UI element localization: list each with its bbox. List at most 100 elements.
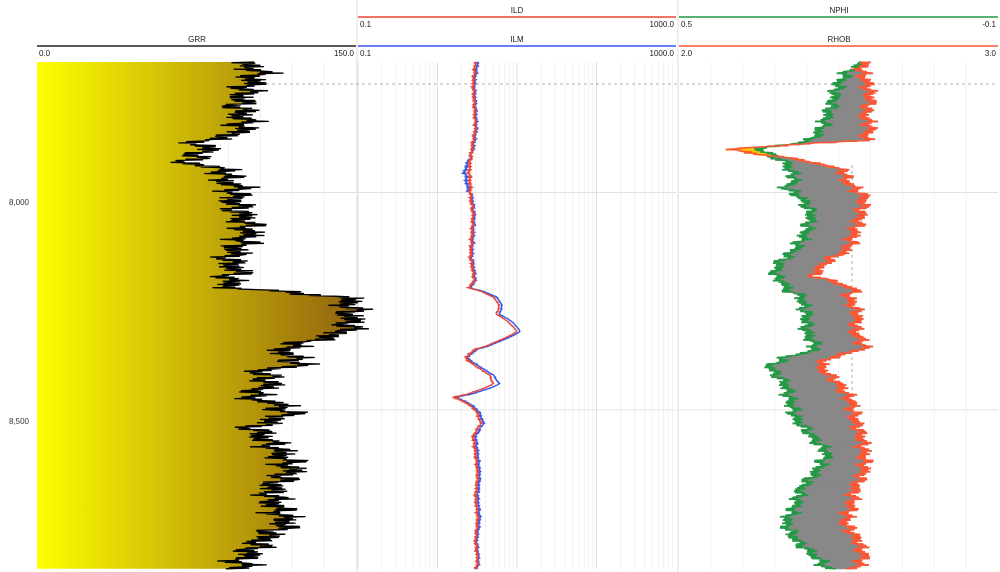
nphi-rhob-fill-slice: [825, 455, 866, 457]
nphi-rhob-fill-slice: [789, 390, 841, 392]
nphi-rhob-fill-slice: [785, 356, 841, 358]
nphi-rhob-fill-slice: [812, 439, 865, 441]
nphi-rhob-fill-slice: [823, 128, 868, 130]
nphi-rhob-fill-slice: [808, 213, 864, 215]
nphi-rhob-fill-slice: [786, 393, 848, 395]
nphi-rhob-fill-slice: [815, 138, 864, 140]
nphi-rhob-fill-slice: [800, 319, 864, 321]
nphi-rhob-fill-slice: [791, 284, 835, 286]
nphi-rhob-fill-slice: [822, 119, 870, 121]
nphi-rhob-fill-slice: [812, 553, 862, 555]
nphi-rhob-fill-slice: [852, 77, 856, 79]
nphi-rhob-fill-slice: [784, 263, 819, 265]
nphi-rhob-fill-slice: [799, 232, 862, 234]
nphi-rhob-fill-slice: [826, 116, 866, 118]
nphi-rhob-fill-slice: [809, 351, 852, 353]
nphi-rhob-fill-slice: [808, 480, 859, 482]
nphi-rhob-fill-slice: [787, 413, 862, 415]
nphi-rhob-fill-slice: [768, 272, 823, 274]
nphi-rhob-fill-slice: [798, 299, 854, 301]
nphi-rhob-fill-slice: [796, 487, 860, 489]
nphi-rhob-fill-slice: [785, 534, 861, 536]
nphi-rhob-fill-slice: [813, 313, 850, 315]
nphi-rhob-fill-slice: [809, 319, 855, 321]
nphi-rhob-fill-slice: [782, 169, 850, 171]
nphi-rhob-fill-slice: [829, 109, 868, 111]
nphi-rhob-fill-slice: [784, 528, 853, 530]
nphi-rhob-fill-slice: [794, 252, 839, 254]
nphi-rhob-fill-slice: [822, 118, 870, 120]
nphi-rhob-fill-slice: [776, 369, 820, 371]
nphi-rhob-fill-slice: [826, 109, 870, 111]
nphi-rhob-fill-slice: [798, 530, 842, 532]
nphi-rhob-fill-slice: [817, 472, 862, 474]
nphi-rhob-fill-slice: [778, 259, 835, 261]
nphi-rhob-fill-slice: [804, 140, 858, 142]
nphi-rhob-fill-slice: [804, 333, 860, 335]
nphi-rhob-fill-slice: [810, 204, 859, 206]
nphi-rhob-fill-slice: [812, 305, 844, 307]
nphi-rhob-fill-slice: [805, 300, 848, 302]
nphi-rhob-fill-slice: [796, 178, 844, 180]
nphi-rhob-fill-slice: [808, 225, 857, 227]
nphi-rhob-fill-slice: [792, 418, 859, 420]
nphi-rhob-fill-slice: [775, 269, 821, 271]
nphi-rhob-fill-slice: [805, 222, 863, 224]
nphi-rhob-fill-slice: [798, 424, 861, 426]
nphi-rhob-fill-slice: [819, 469, 863, 471]
nphi-rhob-fill-slice: [817, 551, 854, 553]
nphi-rhob-fill-slice: [795, 401, 847, 403]
nphi-rhob-fill-slice: [773, 364, 821, 366]
nphi-rhob-fill-slice: [811, 552, 862, 554]
nphi-rhob-fill-slice: [803, 480, 865, 482]
nphi-rhob-fill-slice: [771, 377, 840, 379]
nphi-rhob-fill-slice: [793, 182, 848, 184]
nphi-rhob-fill-slice: [789, 169, 839, 171]
nphi-rhob-fill-slice: [776, 273, 814, 275]
nphi-rhob-fill-slice: [764, 367, 827, 369]
nphi-rhob-fill-slice: [785, 515, 853, 517]
nphi-rhob-fill-slice: [783, 256, 839, 258]
nphi-rhob-fill-slice: [798, 490, 857, 492]
nphi-rhob-fill-slice: [806, 302, 847, 304]
nphi-rhob-fill-slice: [794, 405, 850, 407]
nphi-rhob-fill-slice: [789, 395, 847, 397]
ilm-scale-max: 1000.0: [650, 49, 675, 58]
nphi-rhob-fill-slice: [825, 568, 858, 570]
nphi-rhob-fill-slice: [781, 265, 820, 267]
nphi-rhob-fill-slice: [786, 394, 848, 396]
nphi-header-label: NPHI: [829, 6, 848, 15]
nphi-rhob-fill-slice: [797, 244, 852, 246]
nphi-rhob-fill-slice: [799, 354, 837, 356]
nphi-rhob-fill-slice: [776, 279, 829, 281]
nphi-rhob-fill-slice: [783, 377, 828, 379]
nphi-rhob-fill-slice: [796, 178, 844, 180]
nphi-rhob-fill-slice: [779, 360, 827, 362]
nphi-rhob-fill-slice: [792, 423, 865, 425]
nphi-rhob-fill-slice: [794, 503, 854, 505]
nphi-rhob-fill-slice: [814, 460, 874, 462]
nphi-rhob-fill-slice: [814, 340, 859, 342]
nphi-rhob-fill-slice: [774, 376, 835, 378]
nphi-rhob-fill-slice: [792, 167, 827, 169]
nphi-rhob-fill-slice: [799, 424, 858, 426]
nphi-rhob-fill-slice: [793, 491, 861, 493]
nphi-rhob-fill-slice: [820, 470, 860, 472]
nphi-rhob-fill-slice: [817, 210, 854, 212]
nphi-rhob-fill-slice: [794, 509, 849, 511]
nphi-rhob-fill-slice: [815, 556, 865, 558]
nphi-rhob-fill-slice: [824, 565, 858, 567]
nphi-rhob-fill-slice: [799, 296, 850, 298]
nphi-rhob-fill-slice: [807, 197, 858, 199]
nphi-rhob-fill-slice: [776, 261, 831, 263]
ilm-header: ILM 0.1 1000.0: [358, 35, 676, 58]
grr-header: GRR 0.0 150.0: [37, 35, 356, 58]
nphi-rhob-fill-slice: [846, 86, 859, 88]
nphi-rhob-fill-slice: [820, 557, 861, 559]
nphi-rhob-fill-slice: [796, 495, 856, 497]
nphi-rhob-fill-slice: [798, 194, 860, 196]
nphi-rhob-fill-slice: [844, 75, 864, 77]
nphi-rhob-fill-slice: [787, 283, 834, 285]
nphi-rhob-fill-slice: [805, 482, 858, 484]
nphi-rhob-fill-slice: [812, 315, 852, 317]
